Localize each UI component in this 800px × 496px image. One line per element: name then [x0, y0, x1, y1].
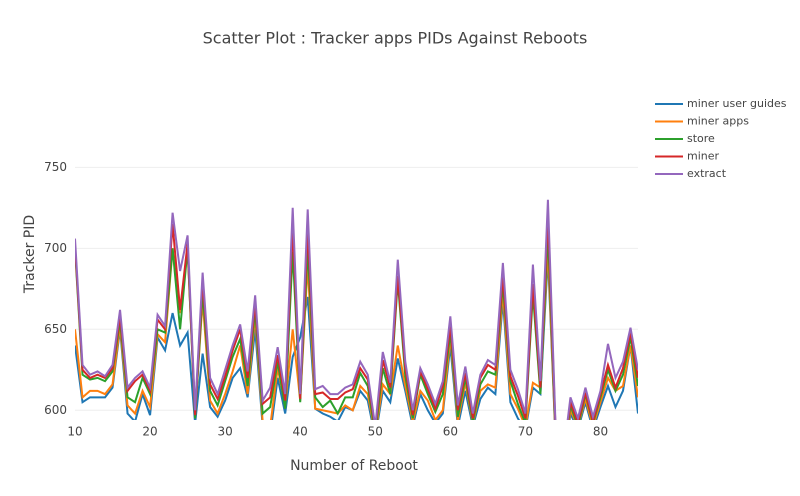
x-axis-label: Number of Reboot	[290, 458, 418, 474]
y-tick-label: 700	[44, 241, 67, 255]
legend-label: store	[687, 132, 715, 145]
series-line	[75, 199, 638, 420]
legend-label: miner apps	[687, 115, 749, 128]
x-tick-label: 40	[293, 425, 308, 439]
x-tick-label: 20	[142, 425, 157, 439]
plot-area	[75, 199, 638, 420]
y-tick-label: 750	[44, 160, 67, 174]
x-tick-label: 30	[217, 425, 232, 439]
x-tick-label: 70	[518, 425, 533, 439]
legend-label: miner user guides	[687, 97, 787, 110]
x-tick-label: 10	[67, 425, 82, 439]
y-tick-label: 650	[44, 322, 67, 336]
x-tick-label: 80	[593, 425, 608, 439]
y-tick-label: 600	[44, 403, 67, 417]
y-axis-label: Tracker PID	[22, 215, 38, 294]
legend-label: miner	[687, 150, 720, 163]
x-tick-label: 50	[368, 425, 383, 439]
legend-label: extract	[687, 167, 727, 180]
x-tick-label: 60	[443, 425, 458, 439]
chart-title: Scatter Plot : Tracker apps PIDs Against…	[203, 29, 588, 48]
